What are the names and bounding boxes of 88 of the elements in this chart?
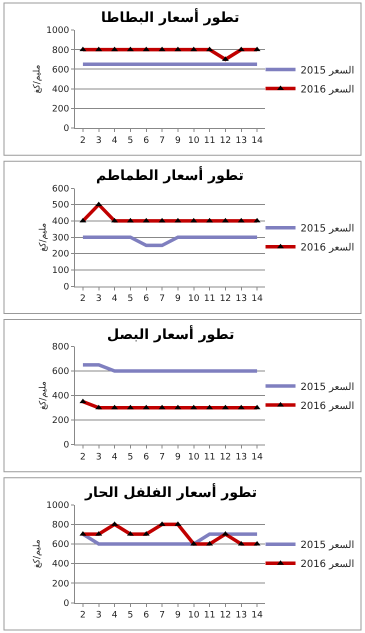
x-tick-label: 12 [220, 452, 232, 462]
x-tick-label: 12 [220, 136, 232, 146]
x-tick-label: 11 [204, 136, 216, 146]
x-tick-label: 14 [251, 294, 264, 304]
x-tick-label: 2 [80, 294, 86, 304]
legend-label: السعر 2016 [300, 559, 354, 570]
y-tick-label: 0 [63, 124, 70, 134]
y-tick-label: 400 [52, 84, 70, 95]
legend-label: السعر 2015 [300, 540, 354, 552]
y-tick-label: 200 [52, 104, 70, 115]
x-tick-label: 2 [80, 452, 86, 462]
x-tick-label: 12 [220, 610, 232, 621]
x-tick-label: 13 [236, 136, 247, 146]
legend-label: السعر 2015 [300, 382, 354, 393]
x-tick-label: 13 [236, 610, 247, 621]
x-tick-label: 11 [204, 294, 216, 304]
x-tick-label: 10 [188, 294, 200, 304]
y-tick-label: 200 [52, 579, 70, 590]
x-tick-label: 7 [159, 136, 165, 146]
x-tick-label: 7 [159, 610, 165, 621]
legend-label: السعر 2015 [300, 224, 354, 235]
x-tick-label: 14 [251, 610, 264, 621]
x-tick-label: 10 [188, 136, 200, 146]
x-tick-label: 10 [188, 610, 200, 621]
chart-title: تطور أسعار البطاطا [101, 8, 240, 26]
y-axis-title: مليم/كغ [32, 64, 43, 94]
x-tick-label: 5 [128, 610, 134, 621]
y-tick-label: 0 [63, 440, 70, 451]
x-tick-label: 14 [251, 452, 264, 462]
x-tick-label: 2 [80, 610, 86, 621]
y-tick-label: 800 [52, 46, 70, 56]
y-tick-label: 600 [52, 184, 70, 194]
x-tick-label: 14 [251, 136, 264, 146]
x-tick-label: 5 [128, 452, 134, 462]
x-tick-label: 3 [96, 452, 102, 462]
y-tick-label: 0 [63, 282, 70, 292]
x-tick-label: 4 [112, 452, 118, 462]
legend-label: السعر 2015 [300, 65, 354, 76]
x-tick-label: 5 [128, 294, 134, 304]
x-tick-label: 3 [96, 136, 102, 146]
y-tick-label: 100 [52, 266, 70, 276]
y-tick-label: 400 [52, 392, 70, 402]
x-tick-label: 3 [96, 610, 102, 621]
y-tick-label: 300 [52, 233, 70, 244]
x-tick-label: 13 [236, 294, 247, 304]
y-tick-label: 1000 [46, 500, 70, 511]
y-axis-title: مليم/كغ [38, 381, 48, 410]
x-tick-label: 9 [175, 452, 182, 462]
x-tick-label: 10 [188, 452, 200, 462]
x-tick-label: 6 [143, 452, 150, 462]
y-tick-label: 600 [52, 65, 70, 76]
x-tick-label: 9 [175, 610, 182, 621]
x-tick-label: 9 [175, 136, 182, 146]
y-tick-label: 200 [52, 416, 70, 426]
y-tick-label: 500 [52, 200, 70, 211]
x-tick-label: 7 [159, 452, 165, 462]
x-tick-label: 5 [128, 136, 134, 146]
y-tick-label: 200 [52, 250, 70, 260]
x-tick-label: 4 [112, 610, 118, 621]
x-tick-label: 2 [80, 136, 86, 146]
chart-title: تطور أسعار الفلفل الحار [84, 483, 258, 501]
x-tick-label: 7 [159, 294, 165, 304]
x-tick-label: 9 [175, 294, 182, 304]
y-tick-label: 600 [52, 540, 70, 550]
x-tick-label: 4 [112, 294, 118, 304]
y-tick-label: 0 [63, 598, 70, 609]
x-tick-label: 13 [236, 452, 247, 462]
y-tick-label: 1000 [46, 26, 70, 36]
x-tick-label: 12 [220, 294, 232, 304]
y-tick-label: 400 [52, 217, 70, 228]
y-axis-title: مليم/كغ [32, 539, 43, 568]
y-tick-label: 800 [52, 342, 70, 353]
chart-title: تطور أسعار البصل [107, 325, 234, 343]
y-axis-title: مليم/كغ [38, 222, 48, 252]
x-tick-label: 4 [112, 136, 118, 146]
x-tick-label: 6 [143, 136, 150, 146]
legend-label: السعر 2016 [300, 84, 354, 96]
legend-label: السعر 2016 [300, 400, 354, 412]
chart-title: تطور أسعار الطماطم [96, 166, 244, 184]
y-tick-label: 800 [52, 520, 70, 530]
x-tick-label: 11 [204, 610, 216, 621]
y-tick-label: 600 [52, 367, 70, 378]
x-tick-label: 3 [96, 294, 102, 304]
x-tick-label: 11 [204, 452, 216, 462]
x-tick-label: 6 [143, 294, 150, 304]
legend-label: السعر 2016 [300, 242, 354, 254]
y-tick-label: 400 [52, 560, 70, 570]
x-tick-label: 6 [143, 610, 150, 621]
